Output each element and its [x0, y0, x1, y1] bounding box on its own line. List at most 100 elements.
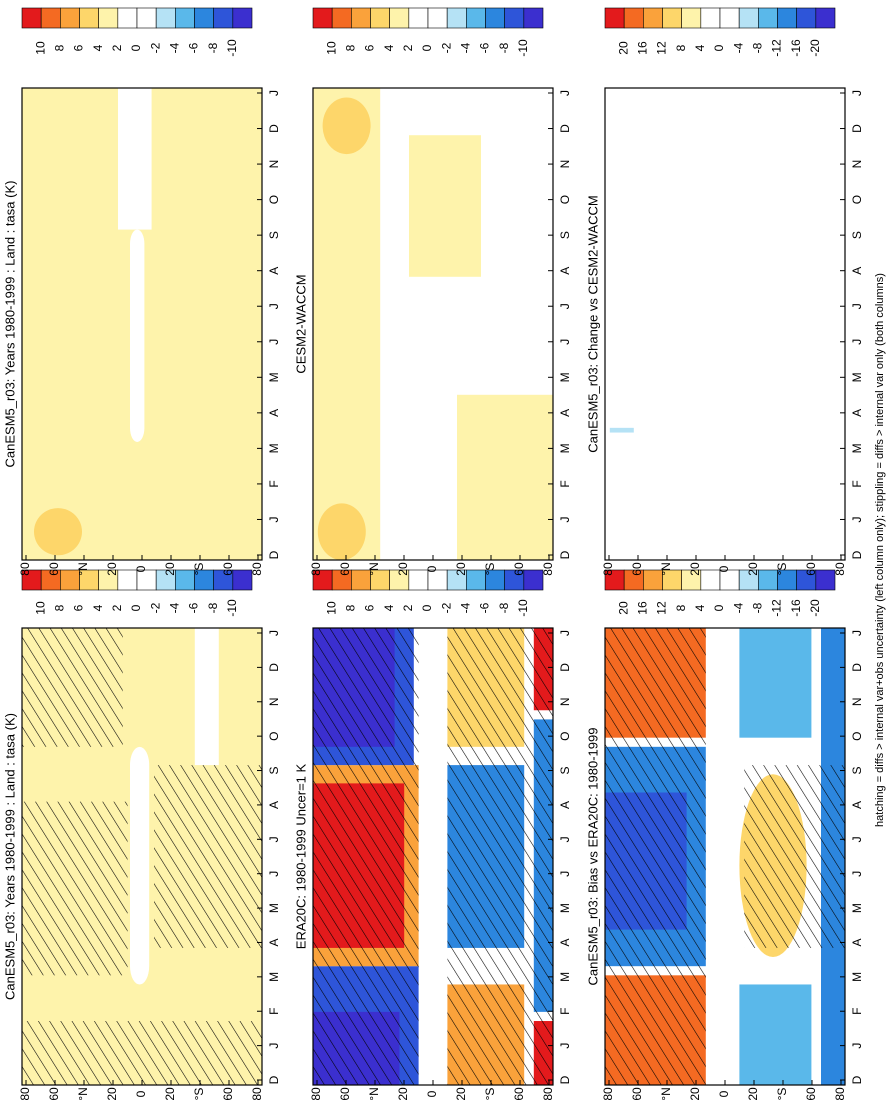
month-label: D — [267, 663, 281, 672]
contour-field — [313, 628, 553, 1085]
month-label: J — [267, 630, 281, 636]
month-label: S — [558, 231, 572, 239]
latitude-label: 0 — [134, 565, 148, 572]
month-label: M — [558, 903, 572, 913]
latitude-label: 60 — [221, 1087, 235, 1100]
latitude-label: 20 — [746, 1087, 760, 1100]
colorbar-label: -10 — [516, 39, 530, 57]
month-label: J — [267, 836, 281, 842]
latitude-label: 60 — [221, 562, 235, 576]
month-label: D — [558, 550, 572, 559]
colorbar-label: -2 — [148, 602, 162, 613]
panel-title: ERA20C: 1980-1999 Uncer=1 K — [293, 763, 308, 949]
month-label: S — [267, 231, 281, 239]
colorbar-label: 6 — [363, 604, 377, 611]
month-label: S — [558, 767, 572, 775]
colorbar-box — [604, 7, 625, 29]
hatching — [744, 765, 845, 948]
colorbar-label: 0 — [712, 44, 726, 51]
month-label: A — [267, 938, 281, 946]
month-label: J — [850, 630, 864, 636]
month-label: A — [850, 267, 864, 275]
colorbar-label: -10 — [225, 39, 239, 57]
month-label: J — [850, 516, 864, 522]
colorbar-label: -16 — [789, 599, 803, 617]
colorbar-box — [370, 7, 390, 29]
colorbar-label: -8 — [751, 602, 765, 613]
latitude-label: 80 — [309, 562, 323, 576]
contour-fill — [322, 97, 371, 155]
colorbar-box — [351, 7, 371, 29]
month-label: J — [850, 1043, 864, 1049]
latitude-label: °S — [483, 563, 497, 576]
month-label: M — [850, 372, 864, 382]
latitude-label: 0 — [717, 565, 731, 572]
month-label: D — [850, 124, 864, 133]
latitude-label: 20 — [454, 562, 468, 576]
colorbar-label: 0 — [129, 604, 143, 611]
contour-fill — [118, 88, 152, 230]
month-label: D — [850, 550, 864, 559]
colorbar-label: -8 — [206, 42, 220, 53]
colorbar-box — [523, 569, 544, 591]
colorbar-label: 0 — [712, 604, 726, 611]
colorbar-box — [175, 7, 195, 29]
hatching — [22, 1021, 262, 1085]
contour-fill — [409, 135, 481, 277]
latitude-label: 0 — [425, 1090, 439, 1097]
month-label: J — [267, 339, 281, 345]
latitude-label: 0 — [425, 565, 439, 572]
colorbar-label: -8 — [497, 602, 511, 613]
colorbar-label: -12 — [770, 599, 784, 617]
latitude-label: 80 — [833, 1087, 847, 1100]
colorbar-label: 8 — [674, 604, 688, 611]
colorbar-box — [155, 7, 176, 29]
latitude-label: 80 — [250, 1087, 264, 1100]
latitude-label: 20 — [396, 1087, 410, 1100]
colorbar-label: -6 — [187, 602, 201, 613]
latitude-label: 80 — [601, 1087, 615, 1100]
latitude-label: 80 — [601, 562, 615, 576]
latitude-label: °S — [483, 1088, 497, 1100]
colorbar-box — [623, 7, 644, 29]
month-label: D — [267, 1075, 281, 1084]
latitude-label: °S — [775, 1088, 789, 1100]
colorbar-label: 2 — [110, 44, 124, 51]
colorbar-label: 6 — [72, 44, 86, 51]
colorbar-label: 16 — [636, 41, 650, 55]
month-label: A — [267, 801, 281, 809]
latitude-label: 80 — [541, 1087, 555, 1100]
contour-field — [22, 88, 262, 560]
latitude-label: 20 — [688, 1087, 702, 1100]
colorbar-box — [232, 569, 253, 591]
month-label: J — [558, 516, 572, 522]
month-label: J — [558, 836, 572, 842]
hatching — [154, 765, 262, 948]
latitude-label: 60 — [47, 1087, 61, 1100]
latitude-label: 60 — [47, 562, 61, 576]
month-label: J — [850, 836, 864, 842]
colorbar-box — [232, 7, 253, 29]
latitude-label: °S — [192, 1088, 206, 1100]
contour-fill — [194, 628, 219, 766]
month-label: A — [850, 409, 864, 417]
contour-field — [605, 628, 845, 1085]
colorbar-label: -20 — [808, 599, 822, 617]
colorbar-label: 2 — [110, 604, 124, 611]
hatching — [447, 628, 553, 1085]
colorbar-label: -4 — [459, 42, 473, 53]
colorbar-label: -6 — [187, 42, 201, 53]
colorbar-box — [331, 7, 352, 29]
month-label: N — [850, 160, 864, 169]
month-label: J — [558, 90, 572, 96]
month-label: J — [558, 630, 572, 636]
latitude-label: 20 — [163, 1087, 177, 1100]
colorbar-label: 2 — [401, 44, 415, 51]
month-label: M — [558, 372, 572, 382]
month-label: J — [558, 1043, 572, 1049]
month-label: D — [558, 663, 572, 672]
colorbar-label: 8 — [674, 44, 688, 51]
month-label: O — [267, 731, 281, 740]
